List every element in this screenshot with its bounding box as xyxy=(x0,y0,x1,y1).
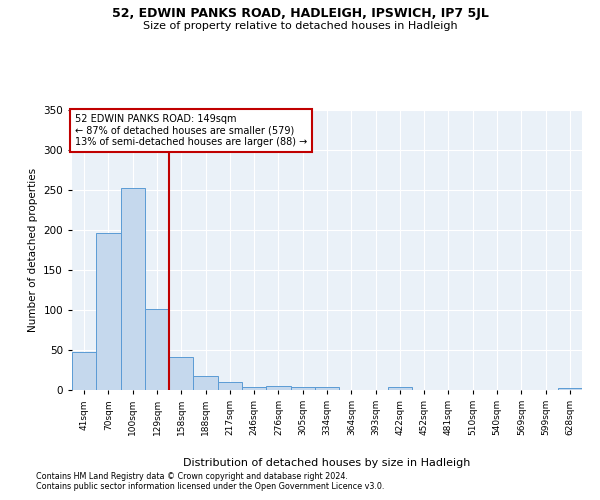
Bar xyxy=(388,387,412,390)
Bar xyxy=(266,386,290,390)
Bar xyxy=(121,188,145,390)
Bar xyxy=(72,352,96,390)
Bar xyxy=(145,309,169,390)
Text: 52, EDWIN PANKS ROAD, HADLEIGH, IPSWICH, IP7 5JL: 52, EDWIN PANKS ROAD, HADLEIGH, IPSWICH,… xyxy=(112,8,488,20)
Bar xyxy=(218,382,242,390)
Text: Size of property relative to detached houses in Hadleigh: Size of property relative to detached ho… xyxy=(143,21,457,31)
Text: Contains public sector information licensed under the Open Government Licence v3: Contains public sector information licen… xyxy=(36,482,385,491)
Text: Contains HM Land Registry data © Crown copyright and database right 2024.: Contains HM Land Registry data © Crown c… xyxy=(36,472,348,481)
Bar xyxy=(193,376,218,390)
Text: Distribution of detached houses by size in Hadleigh: Distribution of detached houses by size … xyxy=(184,458,470,468)
Bar xyxy=(96,233,121,390)
Bar xyxy=(169,357,193,390)
Text: 52 EDWIN PANKS ROAD: 149sqm
← 87% of detached houses are smaller (579)
13% of se: 52 EDWIN PANKS ROAD: 149sqm ← 87% of det… xyxy=(74,114,307,148)
Bar xyxy=(558,388,582,390)
Bar xyxy=(315,387,339,390)
Bar xyxy=(290,387,315,390)
Y-axis label: Number of detached properties: Number of detached properties xyxy=(28,168,38,332)
Bar xyxy=(242,387,266,390)
